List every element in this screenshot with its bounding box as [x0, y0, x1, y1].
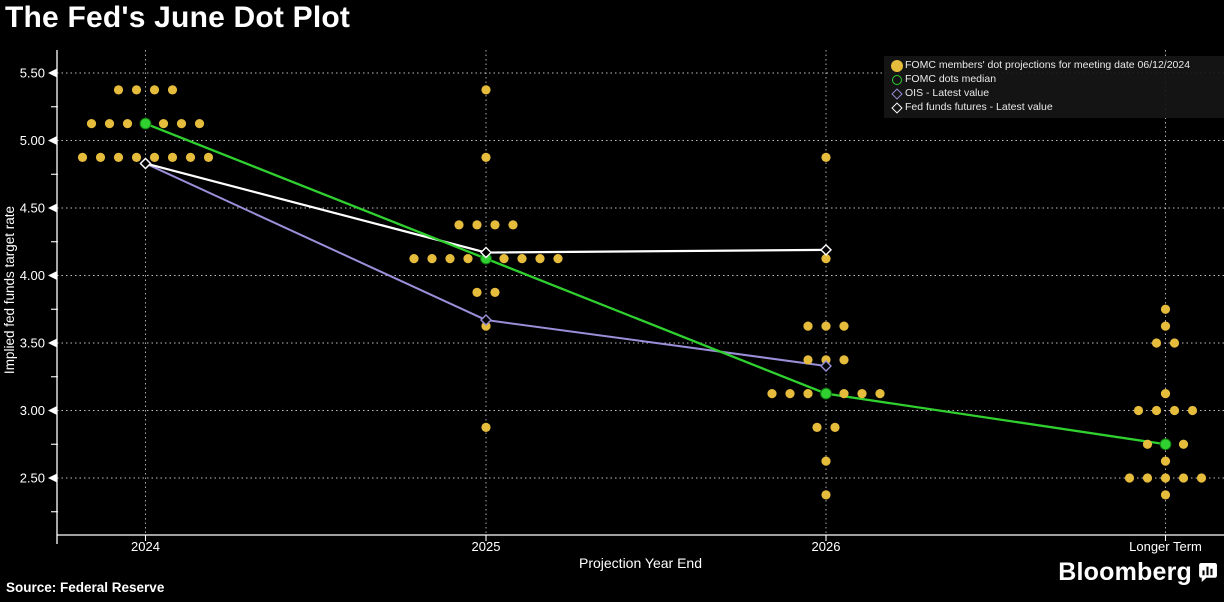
svg-text:5.50: 5.50 — [20, 66, 45, 81]
svg-text:2025: 2025 — [472, 539, 501, 554]
source-attribution: Source: Federal Reserve — [6, 580, 165, 595]
bloomberg-wordmark: Bloomberg — [1058, 558, 1192, 586]
y-axis-title: Implied fed funds target rate — [2, 205, 17, 375]
svg-text:2.50: 2.50 — [20, 471, 45, 486]
legend-item-fed-funds-futures: Fed funds futures - Latest value — [888, 101, 1220, 114]
svg-text:3.50: 3.50 — [20, 336, 45, 351]
green-open-circle-icon — [888, 74, 905, 85]
white-open-diamond-icon — [888, 101, 905, 114]
page-title: The Fed's June Dot Plot — [5, 1, 351, 34]
x-axis-title: Projection Year End — [579, 555, 702, 571]
legend-label: Fed funds futures - Latest value — [905, 101, 1053, 113]
legend-item-fomc-median: FOMC dots median — [888, 73, 1220, 86]
svg-text:4.50: 4.50 — [20, 201, 45, 216]
svg-text:5.00: 5.00 — [20, 133, 45, 148]
svg-text:Longer Term: Longer Term — [1129, 539, 1202, 554]
bloomberg-logo: Bloomberg — [1058, 558, 1218, 587]
svg-text:2024: 2024 — [131, 539, 160, 554]
purple-open-diamond-icon — [888, 87, 905, 100]
svg-text:3.00: 3.00 — [20, 403, 45, 418]
legend-item-dot-projections: FOMC members' dot projections for meetin… — [888, 59, 1220, 72]
legend-label: OIS - Latest value — [905, 87, 990, 99]
legend-label: FOMC dots median — [905, 73, 997, 85]
svg-text:2026: 2026 — [812, 539, 841, 554]
legend-label: FOMC members' dot projections for meetin… — [905, 59, 1191, 71]
legend: FOMC members' dot projections for meetin… — [884, 56, 1224, 118]
yellow-dot-icon — [888, 59, 905, 72]
bloomberg-chart-bubble-icon — [1199, 563, 1217, 582]
legend-item-ois: OIS - Latest value — [888, 87, 1220, 100]
svg-text:4.00: 4.00 — [20, 268, 45, 283]
